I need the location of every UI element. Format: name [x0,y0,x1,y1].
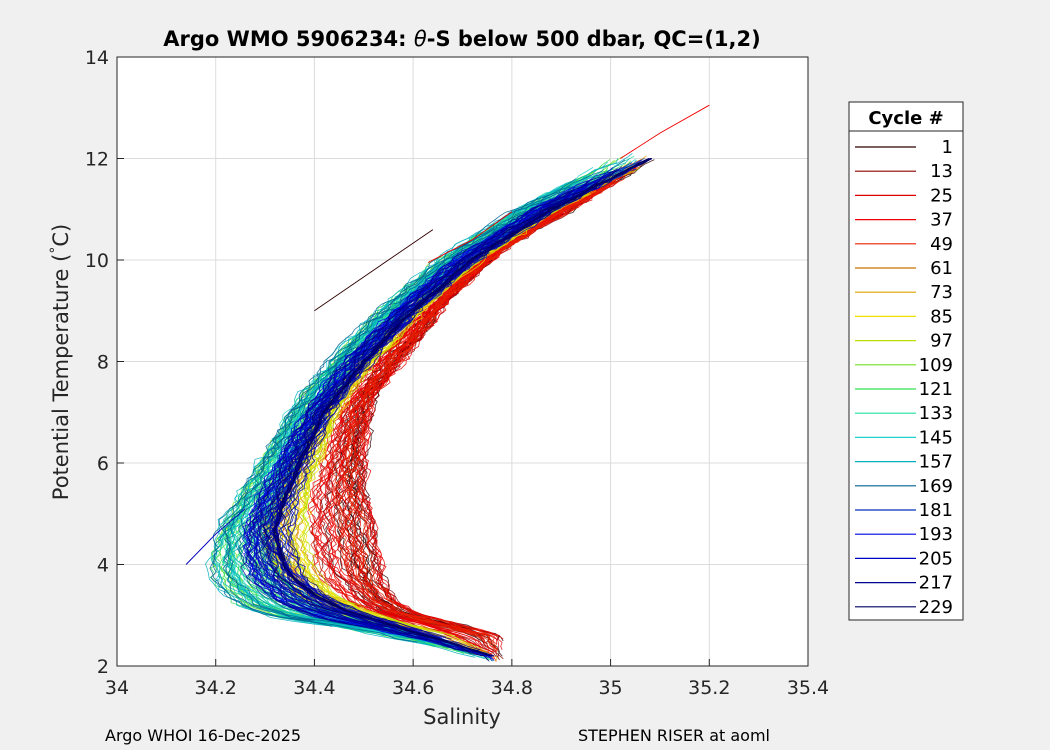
footer-left: Argo WHOI 16-Dec-2025 [105,726,301,745]
legend-title: Cycle # [868,108,943,129]
y-tick-label: 2 [97,656,109,678]
legend-label: 121 [919,379,953,400]
x-tick-label: 34.2 [195,677,237,699]
legend-label: 205 [919,548,953,569]
profile-line [227,200,549,660]
x-tick-label: 35 [598,677,622,699]
x-tick-label: 35.2 [688,677,730,699]
profile-line [262,169,618,662]
outlier-segment [620,104,710,159]
profile-line [209,178,577,643]
profile-line [285,198,571,631]
axis-ticks: 34 34.2 34.4 34.6 34.8 35 35.2 35.4 2 4 6 8 10 12 14 [85,47,829,699]
x-axis-label: Salinity [423,705,501,729]
profile-line [215,159,611,652]
legend-label: 169 [919,476,953,497]
legend-label: 49 [930,234,953,255]
outlier-segment [427,211,513,263]
x-tick-label: 35.4 [787,677,829,699]
legend-label: 193 [919,524,953,545]
profile-line [343,189,598,655]
y-tick-label: 8 [97,352,109,374]
profile-line [222,186,572,621]
legend-label: 37 [930,210,953,231]
x-tick-label: 34 [105,677,129,699]
profile-line [283,177,614,640]
legend-label: 85 [930,306,953,327]
y-axis-label: Potential Temperature (°C) [48,224,73,500]
profile-line [245,180,589,652]
legend-label: 229 [919,597,953,618]
x-tick-label: 34.4 [293,677,335,699]
profile-line [246,188,576,636]
y-tick-label: 6 [97,453,109,475]
profile-line [260,193,575,633]
y-tick-label: 14 [85,47,109,69]
legend-label: 61 [930,258,953,279]
x-tick-label: 34.6 [392,677,434,699]
profile-line [255,200,558,648]
profile-line [227,152,633,626]
legend-label: 157 [919,452,953,473]
profile-lines [185,104,710,662]
profile-line [347,175,623,651]
legend-label: 25 [930,185,953,206]
profile-line [210,167,594,633]
profile-line [350,164,640,637]
profile-line [249,162,633,643]
profile-line [224,191,561,626]
profile-line [355,179,616,650]
mean-profile-line [273,157,650,657]
legend-label: 217 [919,573,953,594]
legend-label: 73 [930,282,953,303]
x-tick-label: 34.8 [491,677,533,699]
legend: Cycle # 1 13 25 37 49 61 73 85 97 109 121 133 145 157… [848,101,964,621]
legend-label: 181 [919,500,953,521]
y-tick-label: 4 [97,555,109,577]
footer-right: STEPHEN RISER at aoml [578,726,770,745]
profile-line [259,172,614,624]
legend-label: 145 [919,427,953,448]
profile-line [205,198,546,658]
legend-label: 133 [919,403,953,424]
legend-label: 13 [930,161,953,182]
chart-title: Argo WMO 5906234: θ-S below 500 dbar, QC… [163,27,760,51]
outlier-segment [185,508,246,565]
y-tick-label: 10 [85,250,109,272]
y-tick-label: 12 [85,149,109,171]
legend-label: 97 [930,331,953,352]
profile-line [327,191,599,632]
outlier-segment [314,229,434,312]
legend-label: 109 [919,355,953,376]
profile-line [287,179,608,651]
legend-label: 1 [942,137,953,158]
profile-line [238,189,571,620]
